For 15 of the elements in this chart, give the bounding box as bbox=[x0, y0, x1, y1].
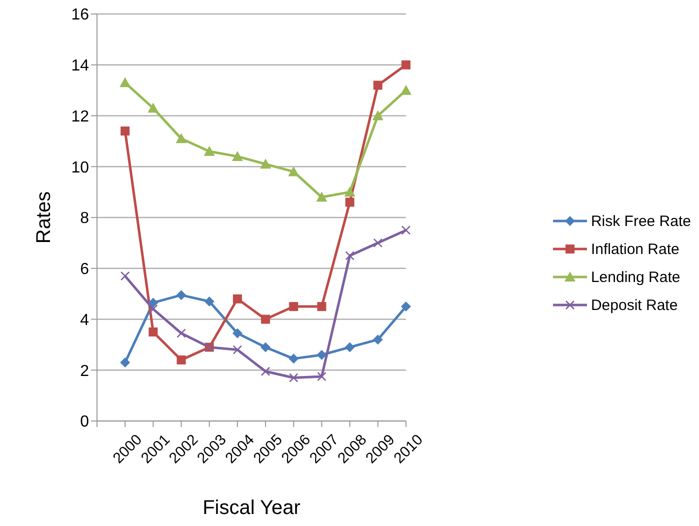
x-axis-title: Fiscal Year bbox=[202, 497, 301, 519]
y-tick-label: 0 bbox=[80, 414, 90, 431]
y-tick-label: 8 bbox=[80, 210, 90, 228]
y-tick-label: 10 bbox=[71, 159, 90, 176]
y-tick-label: 4 bbox=[80, 312, 90, 329]
legend-label: Lending Rate bbox=[590, 268, 680, 286]
y-tick-label: 16 bbox=[71, 6, 90, 24]
y-tick-label: 14 bbox=[71, 58, 90, 75]
legend-label: Risk Free Rate bbox=[590, 212, 691, 230]
legend-label: Inflation Rate bbox=[590, 240, 680, 258]
y-axis-title: Rates bbox=[33, 191, 56, 244]
y-tick-label: 2 bbox=[80, 362, 90, 380]
y-tick-label: 12 bbox=[71, 108, 90, 126]
legend-label: Deposit Rate bbox=[590, 296, 678, 314]
y-tick-label: 6 bbox=[80, 261, 90, 278]
